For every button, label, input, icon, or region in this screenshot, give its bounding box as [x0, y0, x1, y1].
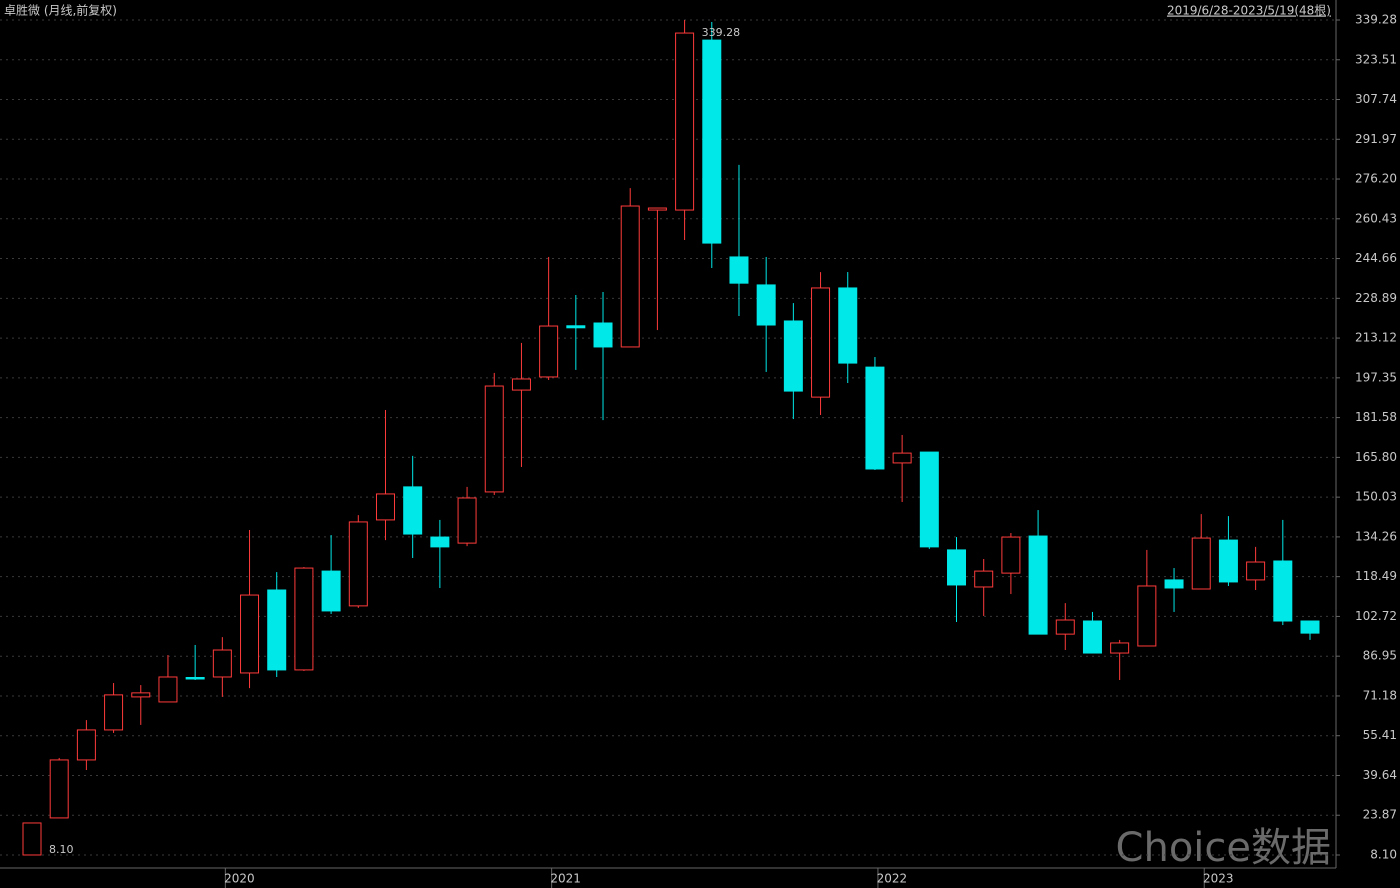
candle-body	[1001, 536, 1021, 574]
candle-body	[756, 284, 776, 326]
y-tick-label: 228.89	[1355, 291, 1397, 305]
candle-body	[1218, 539, 1238, 583]
y-tick-label: 39.64	[1363, 768, 1397, 782]
candle-body	[620, 205, 640, 348]
candle-body	[158, 676, 178, 703]
candle-body	[1082, 620, 1102, 654]
y-tick-label: 150.03	[1355, 490, 1397, 504]
candle-body	[1028, 535, 1048, 635]
candle-body	[212, 649, 232, 678]
y-tick-label: 213.12	[1355, 331, 1397, 345]
y-tick-label: 197.35	[1355, 370, 1397, 384]
candle-body	[1273, 560, 1293, 622]
y-tick-label: 8.10	[1370, 847, 1397, 861]
candle-body	[240, 594, 260, 674]
candle-body	[22, 822, 42, 856]
y-tick-label: 118.49	[1355, 569, 1397, 583]
y-tick-label: 86.95	[1363, 649, 1397, 663]
candle-body	[675, 32, 695, 211]
candle-body	[729, 256, 749, 284]
y-tick-label: 260.43	[1355, 211, 1397, 225]
y-tick-label: 291.97	[1355, 132, 1397, 146]
candle-body	[566, 325, 586, 329]
y-tick-label: 244.66	[1355, 251, 1397, 265]
candle-body	[1110, 642, 1130, 654]
candle-body	[1246, 561, 1266, 581]
candle-body	[321, 570, 341, 612]
candle-body	[947, 549, 967, 586]
candle-body	[783, 320, 803, 392]
candle-body	[1137, 585, 1157, 647]
candle-body	[267, 589, 287, 671]
y-tick-label: 323.51	[1355, 52, 1397, 66]
candle-body	[403, 486, 423, 535]
x-tick-label: 2021	[550, 872, 581, 886]
candle-body	[294, 567, 314, 671]
candle-body	[539, 325, 559, 378]
candle-body	[919, 451, 939, 548]
candle-body	[430, 536, 450, 548]
y-tick-label: 276.20	[1355, 172, 1397, 186]
candle-body	[1055, 619, 1075, 635]
candle-body	[484, 385, 504, 493]
x-tick-label: 2020	[224, 872, 255, 886]
candle-body	[593, 322, 613, 348]
candle-body	[1300, 620, 1320, 634]
y-tick-label: 55.41	[1363, 728, 1397, 742]
candle-body	[811, 287, 831, 398]
candle-body	[457, 497, 477, 544]
y-tick-label: 339.28	[1355, 12, 1397, 26]
candle-body	[974, 570, 994, 588]
y-tick-label: 307.74	[1355, 92, 1397, 106]
y-tick-label: 165.80	[1355, 450, 1397, 464]
y-tick-label: 71.18	[1363, 688, 1397, 702]
y-tick-label: 102.72	[1355, 609, 1397, 623]
x-tick-label: 2022	[877, 872, 908, 886]
watermark: Choice数据	[1116, 825, 1331, 871]
candle-body	[104, 694, 124, 731]
high-annotation: 339.28	[702, 26, 741, 39]
y-tick-label: 134.26	[1355, 529, 1397, 543]
x-tick-label: 2023	[1203, 872, 1234, 886]
candle-body	[1164, 579, 1184, 589]
candle-body	[49, 759, 69, 819]
date-range: 2019/6/28-2023/5/19(48根)	[1167, 4, 1331, 18]
candle-body	[511, 378, 531, 391]
candle-body	[76, 729, 96, 761]
candle-body	[647, 207, 667, 211]
y-tick-label: 23.87	[1363, 808, 1397, 822]
candle-body	[375, 493, 395, 521]
candle-body	[1191, 537, 1211, 590]
chart-title: 卓胜微 (月线,前复权)	[4, 3, 117, 18]
candle-body	[702, 39, 722, 244]
candle-body	[892, 452, 912, 464]
candle-body	[838, 287, 858, 364]
low-annotation: 8.10	[49, 843, 74, 856]
candle-body	[348, 521, 368, 607]
y-tick-label: 181.58	[1355, 410, 1397, 424]
candle-body	[865, 366, 885, 470]
candle-body	[185, 676, 205, 680]
candle-body	[131, 692, 151, 698]
